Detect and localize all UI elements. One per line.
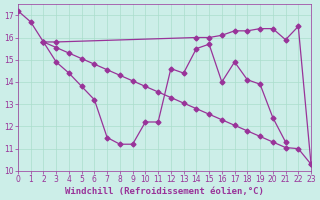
X-axis label: Windchill (Refroidissement éolien,°C): Windchill (Refroidissement éolien,°C) — [65, 187, 264, 196]
